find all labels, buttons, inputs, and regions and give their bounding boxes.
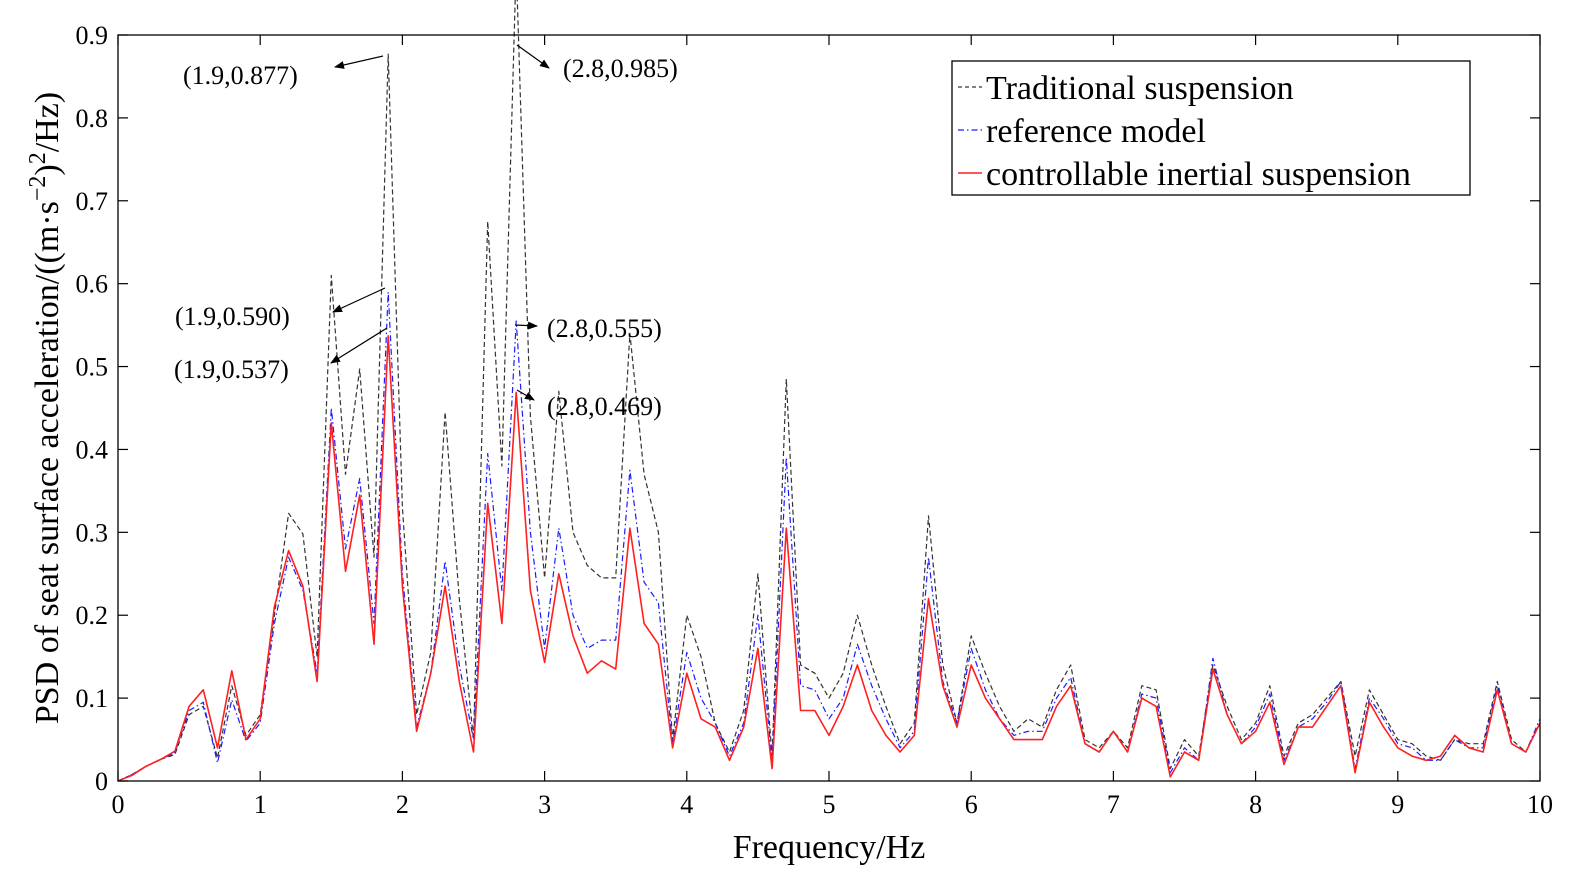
x-tick-label-6: 6 <box>965 790 978 819</box>
x-tick-label-4: 4 <box>680 790 693 819</box>
legend-label-traditional: Traditional suspension <box>986 70 1294 107</box>
series-reference-model <box>117 291 1541 782</box>
y-tick-label-9: 0.9 <box>76 21 109 50</box>
annotation-label-3: (1.9,0.590) <box>175 302 290 331</box>
annotation-arrow-2 <box>516 44 550 69</box>
series-layer <box>117 0 1541 782</box>
series-controllable-inertial-suspension <box>117 335 1541 782</box>
annotation-label-5: (2.8,0.555) <box>547 314 662 343</box>
annotation-arrow-3 <box>332 287 386 313</box>
legend: Traditional suspension reference model c… <box>951 60 1471 196</box>
legend-box <box>951 60 1471 196</box>
annotation-arrow-6 <box>516 389 535 401</box>
x-tick-label-5: 5 <box>823 790 836 819</box>
y-tick-label-6: 0.6 <box>76 270 109 299</box>
annotation-label-6: (2.8,0.469) <box>547 392 662 421</box>
y-axis-ticks: 0 0.1 0.2 0.3 0.4 0.5 0.6 0.7 0.8 0.9 <box>76 21 1540 796</box>
legend-label-reference: reference model <box>986 113 1206 150</box>
annotation-label-4: (1.9,0.537) <box>174 355 289 384</box>
y-tick-label-7: 0.7 <box>76 187 109 216</box>
x-tick-label-9: 9 <box>1391 790 1404 819</box>
x-tick-label-10: 10 <box>1527 790 1553 819</box>
x-tick-label-2: 2 <box>396 790 409 819</box>
x-tick-label-8: 8 <box>1249 790 1262 819</box>
y-tick-label-1: 0.1 <box>76 684 109 713</box>
y-tick-label-2: 0.2 <box>76 601 109 630</box>
annotation-arrow-1 <box>334 55 384 69</box>
annotation-label-2: (2.8,0.985) <box>563 54 678 83</box>
x-tick-label-7: 7 <box>1107 790 1120 819</box>
annotation-arrow-4 <box>330 327 388 364</box>
legend-label-controllable: controllable inertial suspension <box>986 156 1411 193</box>
y-tick-label-3: 0.3 <box>76 518 109 547</box>
x-tick-label-1: 1 <box>254 790 267 819</box>
peak-annotations: (1.9,0.877) (2.8,0.985) (1.9,0.590) (1.9… <box>174 44 678 421</box>
y-tick-label-4: 0.4 <box>76 435 109 464</box>
annotation-label-1: (1.9,0.877) <box>183 61 298 90</box>
y-tick-label-0: 0 <box>95 767 108 796</box>
x-tick-label-3: 3 <box>538 790 551 819</box>
y-tick-label-5: 0.5 <box>76 353 109 382</box>
y-axis-label: PSD of seat surface acceleration/((m·s−2… <box>25 92 66 724</box>
y-tick-label-8: 0.8 <box>76 104 109 133</box>
x-tick-label-0: 0 <box>112 790 125 819</box>
x-axis-ticks: 0 1 2 3 4 5 6 7 8 9 10 <box>112 35 1553 819</box>
series-traditional-suspension <box>117 0 1541 782</box>
annotation-arrow-5 <box>514 321 538 330</box>
x-axis-label: Frequency/Hz <box>733 829 926 866</box>
